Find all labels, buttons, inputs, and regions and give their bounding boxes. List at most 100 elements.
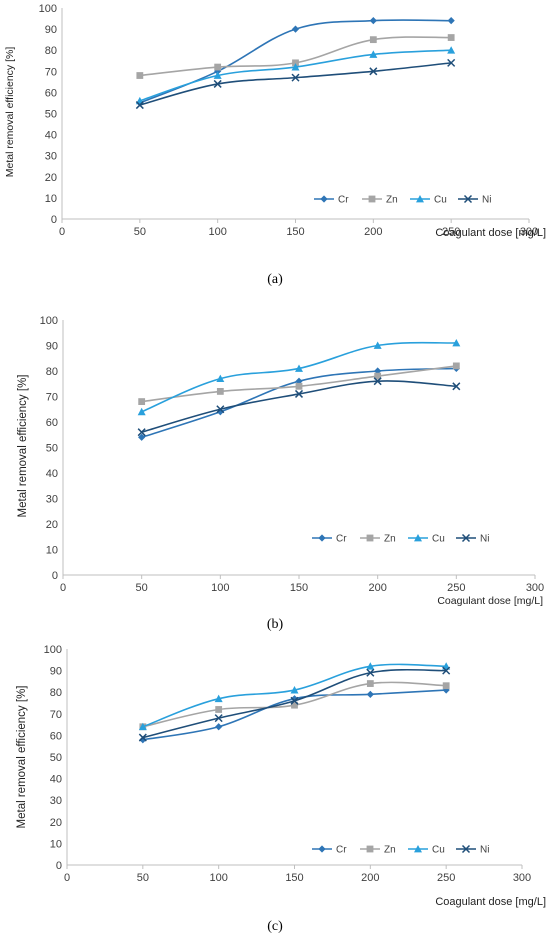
chart-c-cu-legend-point-1 [414, 845, 422, 853]
chart-a-xtick-label: 100 [208, 226, 226, 238]
chart-a-zn-point-4 [369, 36, 377, 44]
chart-c-cr-point-3 [290, 695, 299, 703]
chart-a-cu-point-4 [369, 50, 378, 58]
chart-a-xtick-label: 200 [364, 226, 382, 238]
chart-c-zn-point-3 [291, 701, 298, 709]
chart-a-ytick-label: 20 [45, 172, 57, 184]
chart-c-zn-point-2 [215, 706, 223, 713]
chart-c-zn-legend-point-1 [366, 845, 374, 853]
chart-a-ytick-label: 80 [45, 45, 57, 57]
chart-c-ni-point-2 [214, 714, 223, 723]
chart-b-xtick-label: 100 [211, 582, 229, 594]
chart-a-ytick-label: 0 [51, 214, 57, 226]
chart-a-ytick-label: 70 [45, 66, 57, 78]
chart-b-cr-legend-point-1 [318, 534, 326, 542]
chart-b-series-cr [138, 364, 460, 441]
chart-c-ytick-label: 20 [50, 817, 62, 829]
chart-a-ytick-label: 100 [39, 3, 57, 15]
chart-b-legend-item-ni: Ni [456, 534, 489, 545]
chart-b-cu-point-4 [373, 341, 382, 349]
chart-a: 0 10 20 30 40 50 60 70 80 90 100 0 50 100 150 200 250 300… [4, 3, 546, 287]
chart-b-xtick-label: 200 [368, 582, 386, 594]
chart-c-legend-label: Cr [336, 845, 347, 856]
chart-c-ytick-label: 40 [50, 774, 62, 786]
chart-c-cu-point-1 [138, 722, 147, 731]
chart-a-legend-label: Cu [434, 195, 447, 206]
chart-a-cr-legend-point-1 [320, 195, 328, 203]
chart-b: 0 10 20 30 40 50 60 70 80 90 100 0 50 100 150 200 250 300… [17, 315, 544, 632]
chart-b-ytick-label: 0 [52, 570, 58, 582]
chart-b-ytick-label: 10 [46, 545, 58, 557]
chart-b-xtick-label: 50 [136, 582, 148, 594]
chart-a-legend-item-cu: Cu [410, 195, 447, 206]
chart-c-xtick-label: 250 [437, 872, 455, 884]
chart-b-cu-point-5 [452, 338, 461, 347]
chart-a-xtick-label: 150 [286, 226, 304, 238]
chart-b-ni-legend-point-1 [461, 533, 471, 543]
chart-a-legend-item-cr: Cr [314, 195, 349, 206]
chart-c-xtick-label: 0 [64, 872, 70, 884]
chart-a-xtick-label: 0 [59, 226, 65, 238]
chart-b-ytick-label: 70 [46, 392, 58, 404]
chart-a-legend-label: Ni [482, 195, 491, 206]
chart-c-ytick-label: 30 [50, 795, 62, 807]
chart-c-ytick-label: 70 [50, 709, 62, 721]
chart-b-xtick-label: 250 [447, 582, 465, 594]
chart-a-legend-label: Cr [338, 195, 349, 206]
chart-c-xtick-label: 300 [513, 872, 531, 884]
chart-b-ytick-label: 100 [40, 315, 58, 327]
chart-c-ni-point-4 [366, 668, 375, 677]
chart-b-ni-point-5 [452, 382, 461, 391]
chart-c-xtick-label: 50 [137, 872, 149, 884]
chart-b-legend-label: Ni [480, 534, 489, 545]
chart-b-x-axis-title: Coagulant dose [mg/L] [437, 595, 543, 607]
chart-b-ytick-label: 40 [46, 468, 58, 480]
chart-a-ni-point-5 [447, 58, 456, 67]
chart-c-series-ni [138, 666, 451, 742]
chart-c-ni-point-3 [290, 696, 299, 705]
chart-b-legend-label: Zn [384, 534, 396, 545]
chart-b-zn-point-1 [138, 398, 146, 405]
chart-c-x-axis-title: Coagulant dose [mg/L] [435, 896, 546, 908]
chart-a-zn-point-1 [136, 72, 144, 79]
chart-a-series-zn [136, 34, 455, 79]
chart-a-series-ni [135, 58, 456, 110]
chart-b-zn-point-5 [452, 362, 460, 370]
chart-c-ytick-label: 50 [50, 752, 62, 764]
chart-a-zn-point-5 [447, 34, 455, 41]
chart-a-cu-line [139, 49, 452, 102]
chart-a-xtick-label: 300 [520, 226, 538, 238]
chart-c-ytick-label: 10 [50, 838, 62, 850]
chart-c-y-axis-title: Metal removal efficiency [%] [16, 686, 28, 829]
chart-c-xtick-label: 100 [209, 872, 227, 884]
chart-b-xtick-label: 0 [60, 582, 66, 594]
chart-b-xtick-label: 300 [526, 582, 544, 594]
chart-a-ytick-label: 50 [45, 109, 57, 121]
chart-a-xtick-label: 250 [442, 226, 460, 238]
chart-b-series-zn [138, 362, 460, 405]
chart-a-zn-legend-point-1 [368, 195, 376, 203]
chart-b-zn-point-3 [295, 382, 303, 390]
chart-b-series-cu [137, 338, 461, 416]
chart-b-legend-item-cu: Cu [408, 534, 445, 545]
chart-c-legend-item-cu: Cu [408, 845, 445, 856]
chart-a-cu-point-2 [213, 71, 222, 79]
chart-a-ni-point-2 [213, 79, 222, 88]
chart-c-cr-point-2 [215, 723, 223, 731]
chart-b-ytick-label: 60 [46, 417, 58, 429]
chart-a-x-axis-title: Coagulant dose [mg/L] [435, 227, 546, 239]
chart-b-legend-label: Cr [336, 534, 347, 545]
chart-a-legend-item-zn: Zn [362, 195, 398, 206]
chart-panel-b: 0 10 20 30 40 50 60 70 80 90 100 0 50 100 150 200 250 300… [0, 308, 550, 640]
chart-panel-c: 0 10 20 30 40 50 60 70 80 90 100 0 50 100 150 200 250 300… [0, 645, 550, 937]
chart-a-zn-point-3 [292, 59, 299, 67]
chart-a-legend-label: Zn [386, 195, 398, 206]
chart-b-cu-line [141, 341, 457, 413]
chart-b-ytick-label: 30 [46, 494, 58, 506]
chart-c-series-cr [139, 686, 450, 744]
chart-c-cu-point-3 [290, 686, 299, 694]
chart-a-ytick-label: 40 [45, 130, 57, 142]
chart-b-cr-point-4 [374, 367, 382, 375]
chart-a-cr-point-3 [291, 25, 300, 33]
chart-b-legend-item-cr: Cr [312, 534, 347, 545]
